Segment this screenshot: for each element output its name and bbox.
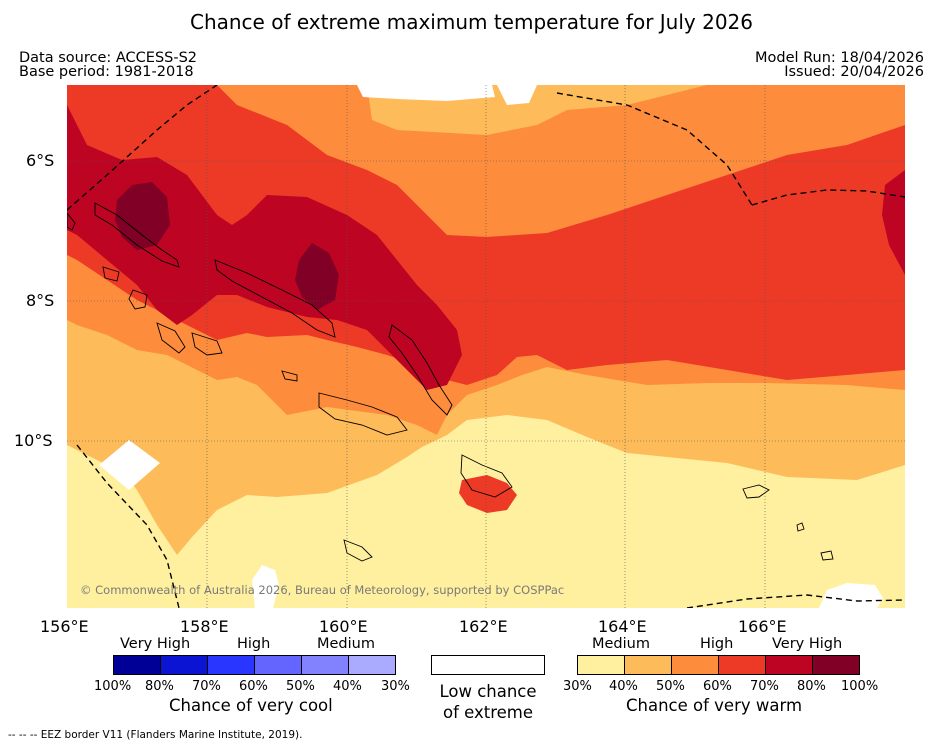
cool-legend-high: High [237,636,271,652]
low-chance-west [99,440,160,490]
warm-tick-40: 40% [609,679,638,694]
warm-swatch-70-80 [765,655,813,675]
warm-swatch-60-70 [718,655,766,675]
warm-swatch-80-100 [812,655,860,675]
base-period: Base period: 1981-2018 [19,64,194,80]
cool-swatch-80-70 [160,655,208,675]
lat-label-8s: 8°S [26,291,55,310]
region-60pct-bottom [459,475,517,513]
region-80pct-a [115,182,170,250]
map-title: Chance of extreme maximum temperature fo… [189,10,753,34]
warm-swatch-50-60 [671,655,719,675]
warm-swatch-30-40 [577,655,625,675]
lon-label-156e: 156°E [40,617,89,636]
low-chance-top [357,85,495,101]
lon-label-160e: 160°E [319,617,368,636]
cool-swatch-60-50 [254,655,302,675]
lon-label-166e: 166°E [738,617,787,636]
lon-label-158e: 158°E [180,617,229,636]
eez-footnote: -- -- -- EEZ border V11 (Flanders Marine… [8,729,303,741]
warm-legend-medium: Medium [592,636,650,652]
cool-swatch-40-30 [348,655,396,675]
warm-legend-title: Chance of very warm [626,696,803,715]
eez-borders [67,85,905,608]
low-chance-se [819,583,883,608]
low-chance-swatch [431,655,545,675]
warm-legend-very-high: Very High [772,636,843,652]
warm-tick-80: 80% [797,679,826,694]
data-source: Data source: ACCESS-S2 [19,50,198,66]
warm-legend-high: High [700,636,734,652]
region-60pct [67,85,905,385]
cool-tick-30: 30% [381,679,410,694]
cool-legend-medium: Medium [317,636,375,652]
cool-legend-very-high: Very High [120,636,191,652]
cool-tick-50: 50% [286,679,315,694]
low-chance-label-2: of extreme [442,703,534,722]
low-chance-label-1: Low chance [439,682,537,701]
warm-tick-30: 30% [563,679,592,694]
cool-legend-title: Chance of very cool [169,696,333,715]
warm-tick-60: 60% [703,679,732,694]
cool-swatch-100-80 [113,655,161,675]
cool-swatch-70-60 [207,655,255,675]
warm-tick-50: 50% [656,679,685,694]
forecast-map [67,85,905,608]
cool-tick-40: 40% [333,679,362,694]
cool-tick-80: 80% [145,679,174,694]
issued-date: Issued: 20/04/2026 [784,64,924,80]
region-70pct-east [882,170,905,275]
low-chance-top-right [497,85,537,105]
cool-swatch-50-40 [301,655,349,675]
region-70pct [67,105,462,390]
coastlines [67,202,834,562]
lat-label-6s: 6°S [26,151,55,170]
warm-swatch-40-50 [624,655,672,675]
lat-label-10s: 10°S [14,431,53,450]
cool-tick-60: 60% [239,679,268,694]
lon-label-162e: 162°E [459,617,508,636]
low-chance-sw [252,565,279,608]
warm-tick-100: 100% [841,679,879,694]
lon-label-164e: 164°E [598,617,647,636]
graticule [67,85,905,608]
copyright-text: © Commonwealth of Australia 2026, Bureau… [80,583,565,597]
cool-tick-100: 100% [94,679,132,694]
cool-tick-70: 70% [192,679,221,694]
warm-tick-70: 70% [750,679,779,694]
region-80pct-b [295,243,339,310]
model-run: Model Run: 18/04/2026 [754,50,924,66]
